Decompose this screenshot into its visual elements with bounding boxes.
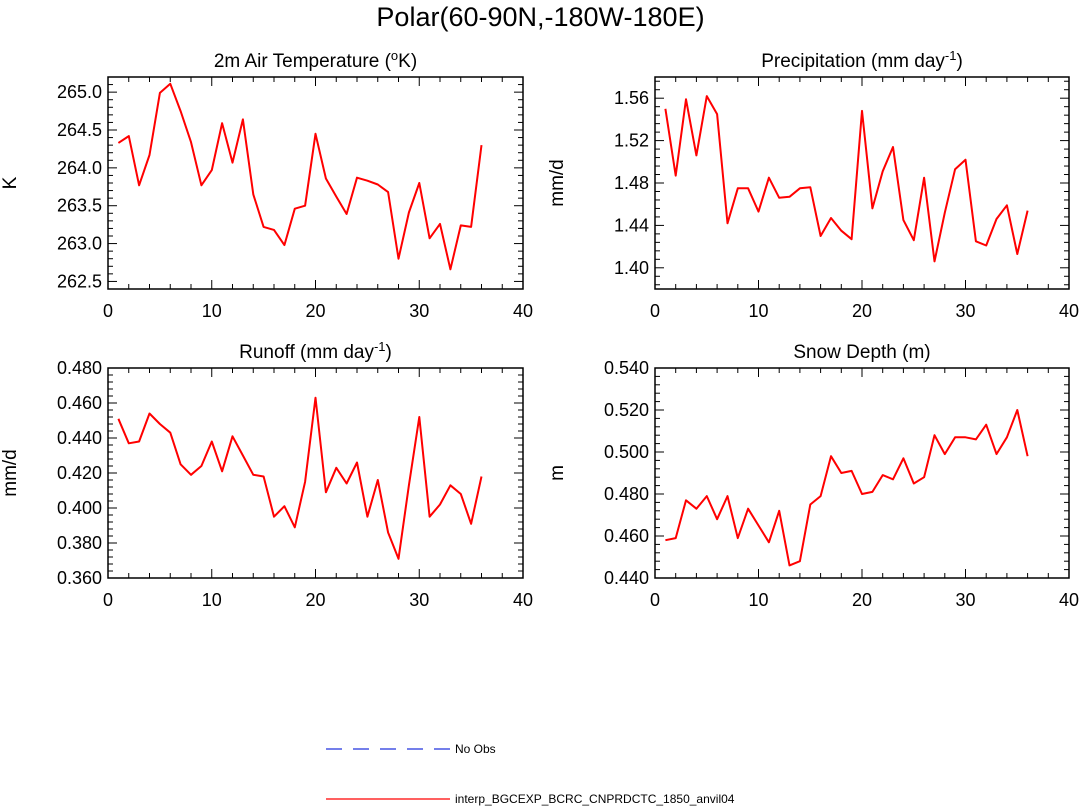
y-tick-label: 1.44 xyxy=(614,215,649,235)
panel-title-superscript: -1 xyxy=(374,339,386,354)
y-tick-label: 0.480 xyxy=(57,358,102,378)
panel-title: Runoff (mm day-1) xyxy=(239,339,392,363)
y-tick-label: 0.400 xyxy=(57,498,102,518)
panel-title-main: 2m Air Temperature ( xyxy=(214,51,392,72)
y-axis-label: mm/d xyxy=(0,449,21,497)
y-axis-label: m xyxy=(547,465,568,481)
x-tick-label: 40 xyxy=(1059,590,1079,610)
panel-title: Snow Depth (m) xyxy=(793,342,930,363)
y-tick-label: 0.460 xyxy=(57,393,102,413)
y-tick-label: 263.5 xyxy=(57,196,102,216)
x-tick-label: 0 xyxy=(650,301,660,321)
x-tick-label: 20 xyxy=(305,590,325,610)
panel-title-suffix: ) xyxy=(956,51,962,72)
legend: No Obs interp_BGCEXP_BCRC_CNPRDCTC_1850_a… xyxy=(326,742,735,806)
y-axis-label: mm/d xyxy=(547,159,568,207)
x-tick-label: 20 xyxy=(852,590,872,610)
y-tick-label: 0.480 xyxy=(604,484,649,504)
panel-title-main: Precipitation (mm day xyxy=(761,51,945,72)
x-tick-label: 0 xyxy=(103,590,113,610)
x-tick-label: 0 xyxy=(103,301,113,321)
panel-title-main: Runoff (mm day xyxy=(239,342,374,363)
y-tick-label: 0.500 xyxy=(604,442,649,462)
x-tick-label: 20 xyxy=(305,301,325,321)
panel-air-temperature: 0 10 20 30 40 262.5 263.0 263.5 264.0 264.5 265.0 K… xyxy=(0,48,533,321)
series-line xyxy=(664,95,1029,263)
x-tick-label: 30 xyxy=(955,590,975,610)
y-tick-label: 1.40 xyxy=(614,258,649,278)
figure-title: Polar(60-90N,-180W-180E) xyxy=(376,2,705,32)
panel-title-suffix: K) xyxy=(398,51,417,72)
panel-title-main: Snow Depth (m) xyxy=(793,342,930,363)
y-tick-label: 0.420 xyxy=(57,463,102,483)
series-line xyxy=(117,82,483,271)
panel-precipitation: 0 10 20 30 40 1.40 1.44 1.48 1.52 1.56 mm/d Precipi… xyxy=(547,48,1079,321)
x-tick-label: 10 xyxy=(202,301,222,321)
y-tick-label: 0.520 xyxy=(604,400,649,420)
panel-title: 2m Air Temperature (oK) xyxy=(214,48,417,72)
x-tick-label: 30 xyxy=(409,590,429,610)
y-tick-label: 1.56 xyxy=(614,88,649,108)
y-tick-label: 1.48 xyxy=(614,173,649,193)
plot-frame xyxy=(654,76,1070,290)
legend-label-no-obs: No Obs xyxy=(455,742,496,756)
y-tick-label: 0.440 xyxy=(57,428,102,448)
plot-frame xyxy=(107,76,524,290)
panel-snow-depth: 0 10 20 30 40 0.440 0.460 0.480 0.500 0.520 0.540 m… xyxy=(547,342,1079,610)
x-tick-label: 30 xyxy=(955,301,975,321)
plot-frame xyxy=(654,367,1070,579)
y-tick-label: 262.5 xyxy=(57,271,102,291)
x-tick-label: 40 xyxy=(513,590,533,610)
y-tick-label: 1.52 xyxy=(614,131,649,151)
y-tick-label: 265.0 xyxy=(57,82,102,102)
panel-runoff: 0 10 20 30 40 0.360 0.380 0.400 0.420 0.440 0.460 0… xyxy=(0,339,533,610)
panel-title-superscript: o xyxy=(391,48,398,63)
series-line xyxy=(117,396,483,560)
series-line xyxy=(665,409,1029,567)
x-tick-label: 0 xyxy=(650,590,660,610)
y-tick-label: 264.0 xyxy=(57,158,102,178)
x-tick-label: 10 xyxy=(748,301,768,321)
y-tick-label: 0.360 xyxy=(57,568,102,588)
y-tick-label: 0.440 xyxy=(604,568,649,588)
x-tick-label: 40 xyxy=(1059,301,1079,321)
y-axis-label: K xyxy=(0,176,21,189)
x-tick-label: 20 xyxy=(852,301,872,321)
x-tick-label: 30 xyxy=(409,301,429,321)
x-tick-label: 40 xyxy=(513,301,533,321)
panel-title-suffix: ) xyxy=(386,342,392,363)
y-tick-label: 264.5 xyxy=(57,120,102,140)
y-tick-label: 0.540 xyxy=(604,358,649,378)
y-tick-label: 0.380 xyxy=(57,533,102,553)
panel-title: Precipitation (mm day-1) xyxy=(761,48,963,72)
y-tick-label: 0.460 xyxy=(604,526,649,546)
legend-label-model: interp_BGCEXP_BCRC_CNPRDCTC_1850_anvil04 xyxy=(455,792,735,806)
x-tick-label: 10 xyxy=(748,590,768,610)
panel-title-superscript: -1 xyxy=(945,48,957,63)
x-tick-label: 10 xyxy=(202,590,222,610)
y-tick-label: 263.0 xyxy=(57,234,102,254)
